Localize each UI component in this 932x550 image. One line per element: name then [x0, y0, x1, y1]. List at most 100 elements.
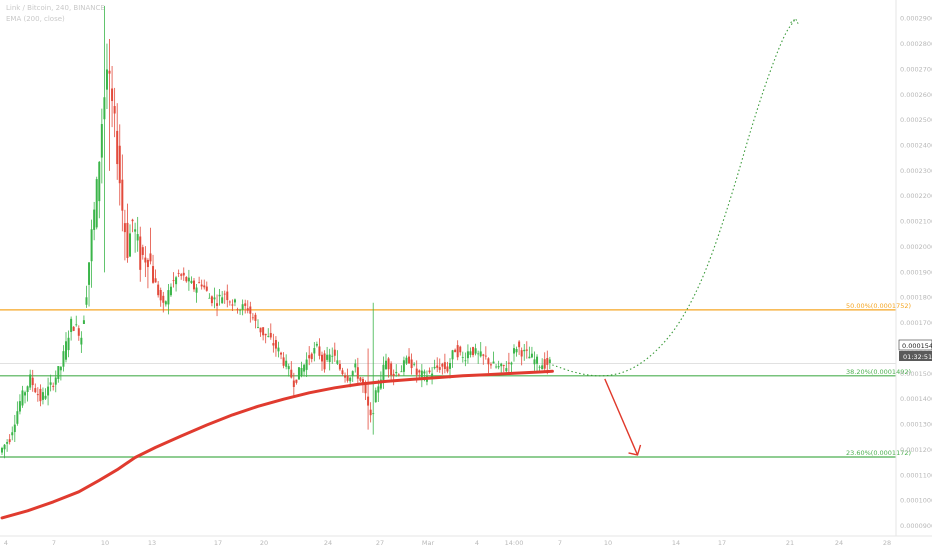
candle-body	[369, 409, 372, 416]
candle-body	[182, 272, 185, 276]
candle-body	[328, 354, 331, 363]
candle-body	[216, 303, 219, 306]
candle-body	[308, 355, 311, 359]
candle-body	[264, 333, 267, 336]
candle-body	[321, 354, 323, 362]
candle-body	[354, 363, 357, 368]
price-tick-label: 0.0001500	[900, 370, 932, 378]
candle-body	[129, 233, 131, 257]
candle-body	[456, 345, 459, 358]
candle-body	[228, 301, 231, 303]
candle-body	[280, 352, 283, 355]
last-price-value: 0.0001541	[902, 342, 932, 350]
candle-body	[454, 349, 457, 353]
time-tick-label: 21	[786, 539, 794, 547]
candle-body	[310, 353, 313, 360]
candle-body	[90, 229, 93, 262]
candle-body	[487, 358, 490, 365]
candle-body	[77, 328, 80, 336]
candle-body	[423, 371, 426, 374]
candle-body	[413, 363, 416, 365]
candle-body	[113, 106, 116, 114]
candle-body	[351, 371, 354, 376]
candle-body	[162, 295, 165, 303]
time-axis[interactable]: 4 7 10 13 17 20 24 27 Mar 4 14:00 7 10 14 17 21 24 28	[0, 535, 932, 547]
candle-body	[246, 308, 249, 311]
candle-body	[134, 229, 137, 232]
candle-body	[287, 366, 290, 370]
candle-body	[146, 259, 149, 268]
candle-body	[397, 374, 400, 376]
candle-body	[313, 348, 316, 354]
price-tick-label: 0.0001200	[900, 446, 932, 454]
candle-body	[1, 447, 3, 453]
time-tick-label: 13	[148, 539, 156, 547]
candle-body	[359, 377, 362, 381]
candle-body	[543, 359, 546, 369]
candle-body	[528, 356, 531, 359]
price-tick-label: 0.0001300	[900, 421, 932, 429]
price-tick-label: 0.0001700	[900, 319, 932, 327]
candle-body	[70, 318, 73, 333]
price-tick-label: 0.0001900	[900, 268, 932, 276]
candle-body	[105, 69, 108, 90]
candle-body	[489, 364, 492, 366]
price-tick-label: 0.0000900	[900, 522, 932, 530]
candle-body	[75, 324, 78, 326]
candle-body	[402, 360, 405, 372]
candle-body	[415, 368, 418, 375]
candle-body	[193, 280, 195, 290]
candle-body	[57, 366, 60, 380]
candle-body	[523, 349, 526, 352]
chart-title: Link / Bitcoin, 240, BINANCE	[6, 4, 105, 12]
bearish-arrow-head	[628, 444, 642, 456]
candle-body	[400, 371, 403, 373]
candle-body	[356, 367, 359, 379]
price-tick-label: 0.0002100	[900, 218, 932, 226]
candle-body	[533, 359, 536, 365]
candle-body	[241, 304, 244, 310]
candle-body	[361, 379, 364, 385]
ema-line	[0, 369, 554, 520]
candle-body	[262, 327, 265, 336]
candle-body	[44, 395, 47, 399]
candle-body	[239, 309, 242, 311]
countdown-tag	[899, 351, 932, 361]
candle-body	[323, 353, 326, 370]
candle-body	[185, 277, 188, 282]
candle-body	[100, 124, 103, 158]
candle-body	[157, 284, 160, 296]
candle-body	[408, 356, 411, 364]
time-tick-label: 7	[558, 539, 562, 547]
price-tick-label: 0.0001800	[900, 294, 932, 302]
bearish-arrow-shaft	[604, 378, 639, 456]
candle-body	[82, 320, 85, 325]
candle-body	[126, 222, 129, 258]
candle-body	[466, 351, 469, 359]
candle-body	[21, 390, 24, 406]
candle-body	[221, 297, 224, 304]
time-tick-label: 20	[260, 539, 268, 547]
candle-body	[67, 337, 70, 351]
price-tick-label: 0.0001400	[900, 395, 932, 403]
candle-body	[530, 353, 533, 358]
candle-body	[251, 317, 254, 319]
candle-body	[479, 351, 482, 357]
candle-body	[139, 236, 142, 270]
candle-body	[379, 379, 382, 389]
candle-body	[428, 370, 431, 373]
time-tick-label: Mar	[422, 539, 435, 547]
time-tick-label: 4	[4, 539, 8, 547]
candle-body	[472, 347, 475, 356]
candle-body	[285, 360, 288, 367]
time-tick-label: 27	[376, 539, 384, 547]
time-tick-label: 24	[324, 539, 332, 547]
candle-body	[16, 411, 19, 424]
candle-body	[346, 375, 349, 381]
candle-body	[297, 367, 300, 380]
candle-body	[52, 385, 55, 387]
candle-body	[223, 293, 226, 295]
candle-body	[410, 359, 413, 369]
candle-body	[395, 371, 398, 374]
